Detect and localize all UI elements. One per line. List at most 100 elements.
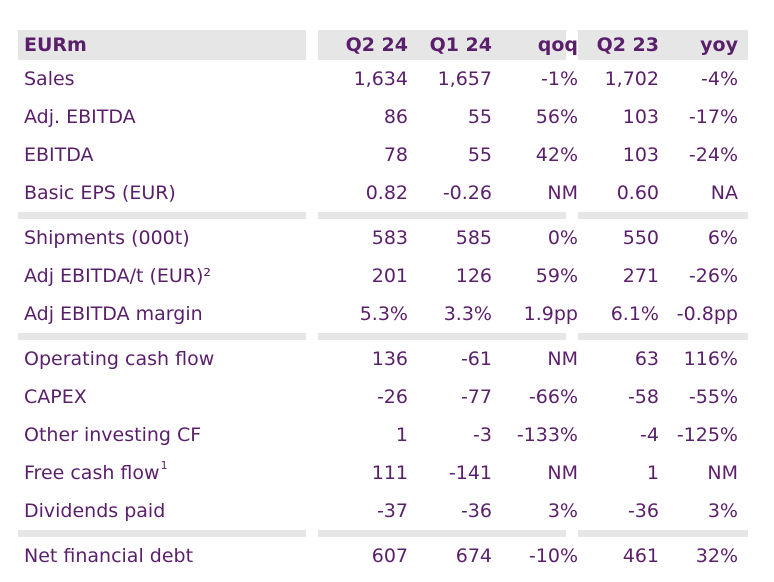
row-label-text: Operating cash flow: [24, 348, 215, 370]
cell-yoy: 6%: [707, 227, 738, 249]
header-qoq: qoq: [537, 34, 578, 56]
cell-q2-24: 5.3%: [359, 303, 408, 325]
table-row: Other investing CF 1 -3 -133% -4 -125%: [18, 416, 748, 454]
row-label: Operating cash flow: [24, 340, 214, 378]
cell-q2-23: 6.1%: [610, 303, 659, 325]
cell-q2-23: 0.60: [616, 182, 659, 204]
table-row: Adj EBITDA/t (EUR)² 201 126 59% 271 -26%: [18, 257, 748, 295]
row-label: Basic EPS (EUR): [24, 174, 176, 212]
row-label: Sales: [24, 60, 75, 98]
table-body: Sales 1,634 1,657 -1% 1,702 -4% Adj. EBITDA 86 5…: [18, 60, 748, 575]
table-row: Operating cash flow 136 -61 NM 63 116%: [18, 340, 748, 378]
row-label-text: EBITDA: [24, 144, 94, 166]
table-row: CAPEX -26 -77 -66% -58 -55%: [18, 378, 748, 416]
cell-q2-24: 86: [383, 106, 408, 128]
table-row: Shipments (000t) 583 585 0% 550 6%: [18, 219, 748, 257]
table-header: EURm Q2 24 Q1 24 qoq Q2 23 yoy: [18, 30, 748, 60]
cell-q2-23: -4: [640, 424, 659, 446]
cell-q2-24: 78: [383, 144, 408, 166]
cell-qoq: NM: [547, 348, 578, 370]
column-divider: [566, 212, 578, 219]
cell-q2-23: -58: [627, 386, 659, 408]
row-label: Adj EBITDA margin: [24, 295, 203, 333]
cell-q2-24: 136: [371, 348, 408, 370]
table-row: Adj. EBITDA 86 55 56% 103 -17%: [18, 98, 748, 136]
header-yoy: yoy: [700, 34, 738, 56]
row-label: Net financial debt: [24, 537, 193, 575]
cell-q2-24: 583: [371, 227, 408, 249]
cell-q1-24: -77: [460, 386, 492, 408]
header-q1-24: Q1 24: [429, 34, 492, 56]
row-label-text: Basic EPS (EUR): [24, 182, 176, 204]
group-separator: [18, 530, 748, 537]
row-label-text: CAPEX: [24, 386, 87, 408]
row-label-text: Sales: [24, 68, 75, 90]
cell-q2-23: -36: [627, 500, 659, 522]
table-row: Sales 1,634 1,657 -1% 1,702 -4%: [18, 60, 748, 98]
cell-q2-24: 201: [371, 265, 408, 287]
cell-q2-24: -26: [376, 386, 408, 408]
header-q2-23: Q2 23: [596, 34, 659, 56]
cell-qoq: 1.9pp: [523, 303, 578, 325]
cell-q2-24: 111: [371, 462, 408, 484]
cell-qoq: 59%: [535, 265, 578, 287]
cell-q1-24: 3.3%: [443, 303, 492, 325]
row-label-text: Net financial debt: [24, 545, 194, 567]
footnote-marker: 1: [160, 458, 168, 472]
cell-yoy: -125%: [676, 424, 738, 446]
cell-yoy: 32%: [695, 545, 738, 567]
cell-yoy: -0.8pp: [676, 303, 738, 325]
column-divider: [306, 30, 318, 60]
row-label-text: Adj EBITDA margin: [24, 303, 203, 325]
cell-yoy: NM: [707, 462, 738, 484]
cell-q1-24: -36: [460, 500, 492, 522]
cell-q1-24: 1,657: [437, 68, 492, 90]
cell-qoq: -1%: [541, 68, 578, 90]
cell-yoy: 116%: [683, 348, 738, 370]
cell-q2-23: 63: [634, 348, 659, 370]
cell-q2-23: 103: [622, 106, 659, 128]
cell-q1-24: 55: [467, 106, 492, 128]
cell-q2-23: 271: [622, 265, 659, 287]
column-divider: [566, 30, 578, 60]
cell-qoq: 56%: [535, 106, 578, 128]
group-separator: [18, 212, 748, 219]
cell-q2-23: 1: [646, 462, 659, 484]
row-label: CAPEX: [24, 378, 87, 416]
table-row: EBITDA 78 55 42% 103 -24%: [18, 136, 748, 174]
cell-q2-23: 550: [622, 227, 659, 249]
cell-q1-24: 126: [455, 265, 492, 287]
header-label: EURm: [24, 34, 87, 56]
cell-yoy: -4%: [701, 68, 738, 90]
row-label: Other investing CF: [24, 416, 201, 454]
row-label: EBITDA: [24, 136, 94, 174]
cell-q1-24: 674: [455, 545, 492, 567]
column-divider: [306, 212, 318, 219]
row-label: Free cash flow 1: [24, 454, 168, 492]
cell-qoq: -133%: [516, 424, 578, 446]
cell-qoq: NM: [547, 182, 578, 204]
cell-yoy: -24%: [688, 144, 738, 166]
cell-qoq: 0%: [547, 227, 578, 249]
cell-yoy: -17%: [688, 106, 738, 128]
cell-q2-24: 1,634: [353, 68, 408, 90]
table-row: Adj EBITDA margin 5.3% 3.3% 1.9pp 6.1% -0.8pp: [18, 295, 748, 333]
table-row: Dividends paid -37 -36 3% -36 3%: [18, 492, 748, 530]
cell-qoq: 3%: [547, 500, 578, 522]
column-divider: [566, 530, 578, 537]
cell-qoq: 42%: [535, 144, 578, 166]
cell-q2-24: 0.82: [365, 182, 408, 204]
cell-yoy: NA: [710, 182, 738, 204]
cell-q1-24: -141: [448, 462, 492, 484]
column-divider: [566, 333, 578, 340]
cell-q2-23: 103: [622, 144, 659, 166]
cell-yoy: -26%: [688, 265, 738, 287]
row-label: Adj. EBITDA: [24, 98, 136, 136]
row-label-text: Shipments (000t): [24, 227, 190, 249]
table-row: Free cash flow 1 111 -141 NM 1 NM: [18, 454, 748, 492]
row-label: Shipments (000t): [24, 219, 190, 257]
financial-table: EURm Q2 24 Q1 24 qoq Q2 23 yoy Sales 1,63…: [18, 30, 748, 575]
cell-q1-24: 585: [455, 227, 492, 249]
row-label-text: Free cash flow: [24, 462, 160, 484]
table-row: Net financial debt 607 674 -10% 461 32%: [18, 537, 748, 575]
